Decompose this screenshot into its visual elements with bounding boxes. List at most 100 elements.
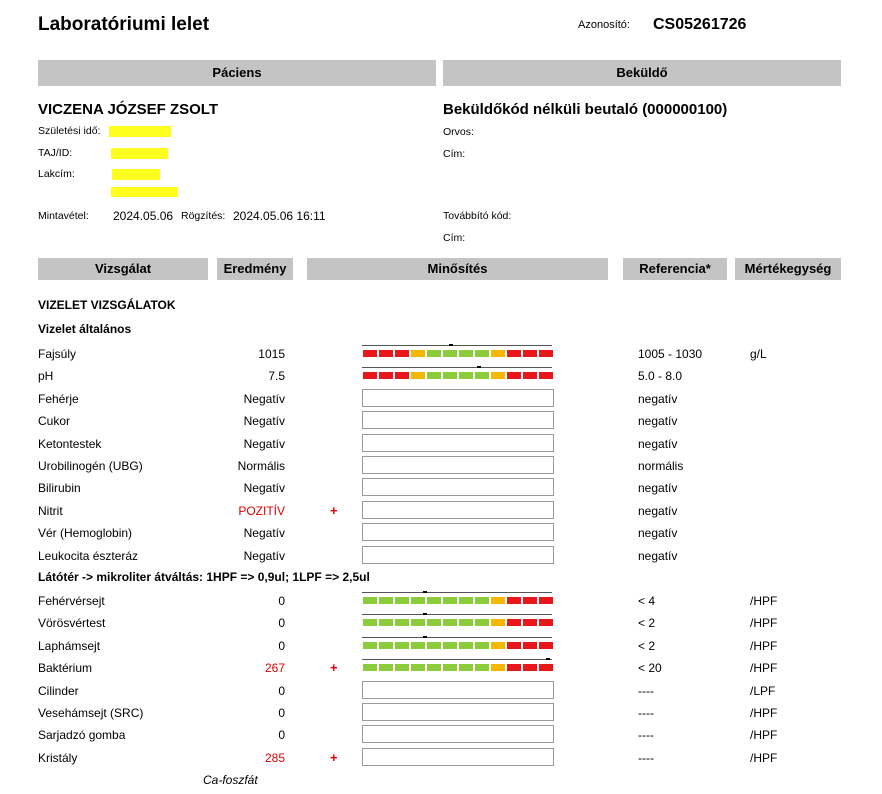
- result-value: Negatív: [243, 414, 285, 429]
- rating-scale: [362, 635, 554, 653]
- test-name: Nitrit: [38, 503, 63, 518]
- scale-segment-green: [379, 597, 393, 604]
- table-row: Kristály 285 + ---- /HPF: [0, 747, 882, 769]
- scale-segment-red: [539, 664, 553, 672]
- test-name: Vesehámsejt (SRC): [38, 706, 144, 720]
- reference-value: negatív: [638, 526, 678, 541]
- unit-value: /HPF: [750, 706, 778, 720]
- scale-segment-green: [443, 664, 457, 672]
- rating-box: [362, 680, 554, 699]
- scale-segment-red: [539, 641, 553, 649]
- redacted-taj: [111, 148, 168, 159]
- scale-segment-green: [443, 597, 457, 604]
- section-conversion: Látótér -> mikroliter átváltás: 1HPF => …: [38, 570, 370, 584]
- rating-box: [362, 411, 554, 430]
- table-row: Vörösvértest 0 < 2/HPF: [0, 612, 882, 634]
- test-name: Fehérje: [38, 391, 79, 406]
- scale-segment-green: [443, 350, 457, 357]
- reference-value: ----: [638, 728, 654, 743]
- scale-segment-green: [363, 664, 377, 672]
- scale-segment-green: [475, 372, 489, 380]
- section-general: Vizelet általános: [38, 322, 132, 336]
- scale-segment-green: [411, 619, 425, 627]
- id-label: Azonosító:: [578, 19, 630, 31]
- scale-segment-yellow: [491, 641, 505, 649]
- footnote: Ca-foszfát: [203, 773, 258, 787]
- scale-segment-red: [507, 664, 521, 672]
- scale-segment-green: [459, 664, 473, 672]
- scale-segment-red: [379, 372, 393, 380]
- scale-segment-yellow: [491, 664, 505, 672]
- scale-marker: [423, 635, 427, 638]
- scale-marker: [449, 344, 453, 346]
- scale-segment-green: [427, 372, 441, 380]
- table-row: Fehérvérsejt 0 < 4/HPF: [0, 590, 882, 612]
- scale-segment-green: [395, 664, 409, 672]
- unit-value: /HPF: [750, 638, 778, 653]
- rating-box: [362, 545, 554, 564]
- table-row: Fehérje Negatív negatív: [0, 388, 882, 410]
- scale-segment-red: [523, 372, 537, 380]
- rating-box: [362, 388, 554, 407]
- scale-segment-yellow: [491, 350, 505, 357]
- scale-marker: [477, 366, 481, 369]
- test-name: Vörösvértest: [38, 616, 106, 631]
- reference-value: negatív: [638, 548, 678, 563]
- test-name: Vér (Hemoglobin): [38, 526, 133, 541]
- scale-line: [362, 614, 552, 616]
- scale-segment-green: [459, 641, 473, 649]
- reference-value: negatív: [638, 503, 678, 518]
- scale-segment-yellow: [491, 372, 505, 380]
- reference-value: negatív: [638, 414, 678, 429]
- abnormal-flag: +: [330, 749, 338, 765]
- test-name: Bilirubin: [38, 481, 81, 496]
- test-name: Sarjadzó gomba: [38, 728, 126, 743]
- scale-segment-yellow: [411, 372, 425, 380]
- rating-box: [362, 478, 554, 497]
- sender-address2-label: Cím:: [443, 232, 466, 244]
- scale-segment-red: [523, 664, 537, 672]
- scale-segment-red: [363, 350, 377, 357]
- reference-value: negatív: [638, 436, 678, 451]
- record-label: Rögzítés:: [181, 210, 226, 222]
- scale-segment-green: [475, 350, 489, 357]
- result-value: Negatív: [243, 548, 285, 563]
- col-unit: Mértékegység: [735, 258, 841, 280]
- scale-segment-green: [459, 619, 473, 627]
- scale-segment-red: [507, 597, 521, 604]
- taj-label: TAJ/ID:: [38, 147, 73, 159]
- scale-segment-red: [395, 350, 409, 357]
- page-title: Laboratóriumi lelet: [38, 14, 210, 35]
- scale-segment-green: [379, 619, 393, 627]
- result-value: 7.5: [268, 369, 285, 384]
- scale-segment-green: [443, 619, 457, 627]
- reference-value: 1005 - 1030: [638, 347, 703, 361]
- doctor-label: Orvos:: [443, 126, 474, 138]
- unit-value: /HPF: [750, 750, 778, 765]
- result-value: Normális: [237, 459, 285, 473]
- test-name: Leukocita észteráz: [38, 548, 139, 563]
- unit-value: /HPF: [750, 661, 778, 676]
- reference-value: negatív: [638, 391, 678, 406]
- redacted-address: [112, 169, 160, 180]
- col-test: Vizsgálat: [38, 258, 208, 280]
- id-value: CS05261726: [653, 16, 747, 33]
- reference-value: < 20: [638, 661, 662, 676]
- scale-segment-yellow: [491, 619, 505, 627]
- reference-value: negatív: [638, 481, 678, 496]
- scale-segment-green: [379, 641, 393, 649]
- result-value: 267: [264, 661, 285, 676]
- scale-segment-green: [427, 350, 441, 357]
- scale-segment-red: [523, 597, 537, 604]
- scale-segment-yellow: [411, 350, 425, 357]
- reference-value: ----: [638, 706, 654, 720]
- scale-segment-green: [443, 641, 457, 649]
- sender-band: Beküldő: [443, 60, 841, 86]
- test-name: pH: [38, 369, 54, 384]
- sampling-date: 2024.05.06: [113, 209, 174, 223]
- result-value: POZITÍV: [238, 503, 285, 518]
- scale-segment-green: [427, 664, 441, 672]
- scale-segment-green: [395, 641, 409, 649]
- table-row: Cilinder 0 ---- /LPF: [0, 680, 882, 702]
- scale-marker: [546, 658, 550, 661]
